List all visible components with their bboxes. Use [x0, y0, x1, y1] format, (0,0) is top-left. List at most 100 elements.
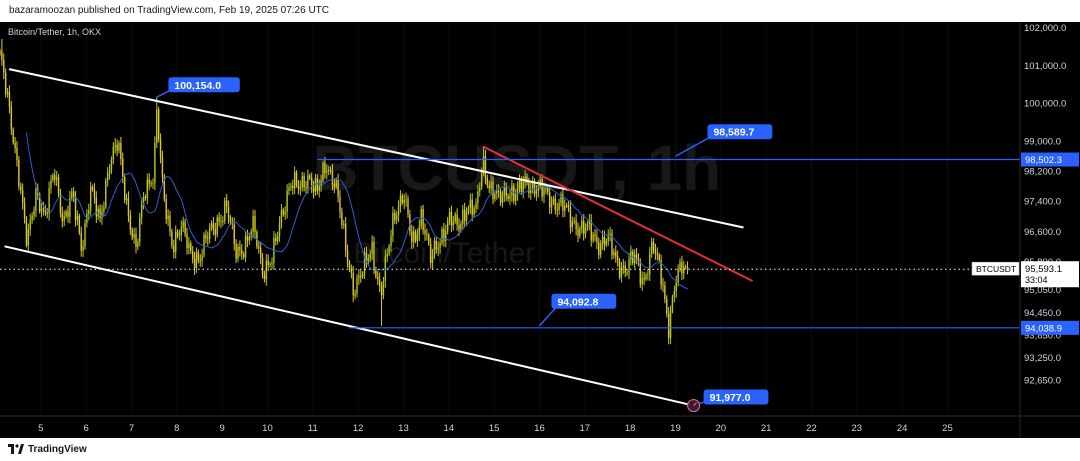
candle-body	[292, 186, 294, 189]
candle-body	[360, 275, 362, 278]
candle-body	[65, 211, 67, 217]
candle-body	[462, 209, 464, 224]
candle-body	[556, 209, 558, 211]
candle-body	[16, 147, 18, 160]
candle-body	[420, 209, 422, 226]
price-chart-svg[interactable]: BTCUSDT, 1hBitcoin/TetherBitcoin/Tether,…	[0, 22, 1080, 438]
publisher-line: bazaramoozan published on TradingView.co…	[9, 5, 330, 16]
candle-body	[482, 156, 485, 171]
candle-body	[401, 195, 404, 204]
candle-body	[537, 186, 540, 192]
candle-body	[12, 129, 14, 143]
candle-body	[541, 179, 543, 197]
candles-group	[0, 38, 689, 345]
candle-body	[581, 220, 583, 229]
candle-body	[207, 238, 209, 240]
candle-body	[579, 228, 581, 236]
callout-text: 91,977.0	[710, 392, 751, 404]
candle-body	[613, 251, 615, 256]
candle-body	[316, 178, 319, 191]
candle-body	[575, 220, 577, 229]
candle-body	[290, 186, 292, 188]
candle-body	[603, 236, 606, 245]
candle-body	[305, 187, 307, 189]
candle-body	[437, 248, 439, 250]
candle-body	[133, 233, 135, 238]
candle-body	[588, 220, 591, 224]
candle-body	[388, 246, 390, 254]
candle-body	[203, 234, 205, 255]
candle-body	[577, 228, 579, 236]
candle-body	[259, 248, 262, 258]
candle-body	[25, 218, 28, 246]
candle-body	[509, 195, 511, 199]
candle-body	[54, 175, 56, 180]
candle-body	[361, 273, 364, 278]
y-tick-label: 98,200.0	[1024, 166, 1061, 177]
callout-label: 100,154.0	[156, 77, 240, 98]
x-tick-label: 7	[129, 423, 134, 434]
candle-body	[280, 209, 283, 223]
candle-body	[248, 237, 251, 241]
candle-body	[246, 236, 249, 241]
candle-body	[422, 209, 424, 231]
candle-body	[369, 253, 371, 259]
candle-body	[276, 235, 279, 242]
candle-body	[233, 224, 235, 244]
chart-area[interactable]: BTCUSDT, 1h Bitcoin/Tether Bitcoin/Tether,…	[0, 22, 1080, 438]
candle-body	[395, 215, 398, 221]
candle-body	[0, 50, 1, 55]
callout-label: 98,589.7	[675, 124, 773, 157]
candle-body	[263, 274, 266, 280]
candle-body	[265, 260, 268, 280]
candle-body	[439, 243, 441, 249]
candle-body	[224, 200, 226, 221]
candle-body	[59, 193, 62, 214]
candle-body	[140, 204, 143, 218]
candle-body	[190, 243, 192, 252]
candle-body	[116, 144, 118, 151]
candle-body	[267, 260, 269, 266]
candle-body	[95, 197, 98, 217]
candle-body	[548, 192, 551, 208]
candle-body	[377, 276, 379, 280]
candle-body	[165, 198, 167, 220]
candle-body	[69, 197, 71, 217]
candle-body	[601, 236, 604, 244]
candle-body	[650, 241, 653, 254]
candle-body	[299, 187, 302, 189]
callout-box	[551, 293, 617, 309]
candle-body	[4, 72, 7, 94]
candle-body	[148, 179, 150, 184]
candle-body	[635, 254, 638, 258]
candle-body	[533, 181, 536, 195]
candle-body	[105, 180, 107, 207]
candle-body	[380, 285, 383, 296]
candle-body	[615, 251, 617, 257]
footer-brand: TradingView	[28, 443, 87, 455]
candle-body	[649, 253, 651, 275]
candle-body	[91, 187, 94, 190]
candle-body	[641, 277, 643, 285]
candle-body	[590, 220, 592, 241]
candle-body	[38, 194, 41, 212]
candle-body	[250, 231, 252, 238]
callout-text: 98,589.7	[713, 127, 754, 139]
candle-body	[526, 176, 528, 183]
candle-body	[84, 222, 86, 247]
candle-body	[356, 278, 358, 294]
candle-body	[184, 221, 186, 235]
candle-body	[513, 185, 515, 201]
candle-body	[309, 175, 311, 179]
candle-body	[271, 262, 273, 265]
candle-body	[6, 92, 9, 94]
x-tick-label: 15	[489, 423, 500, 434]
candle-body	[227, 206, 230, 218]
callout-text: 94,092.8	[557, 296, 598, 308]
candle-body	[499, 191, 502, 203]
candle-body	[637, 257, 640, 262]
candle-body	[103, 206, 105, 212]
callout-text: 100,154.0	[174, 80, 221, 92]
candle-body	[594, 234, 596, 237]
x-tick-label: 23	[852, 423, 863, 434]
